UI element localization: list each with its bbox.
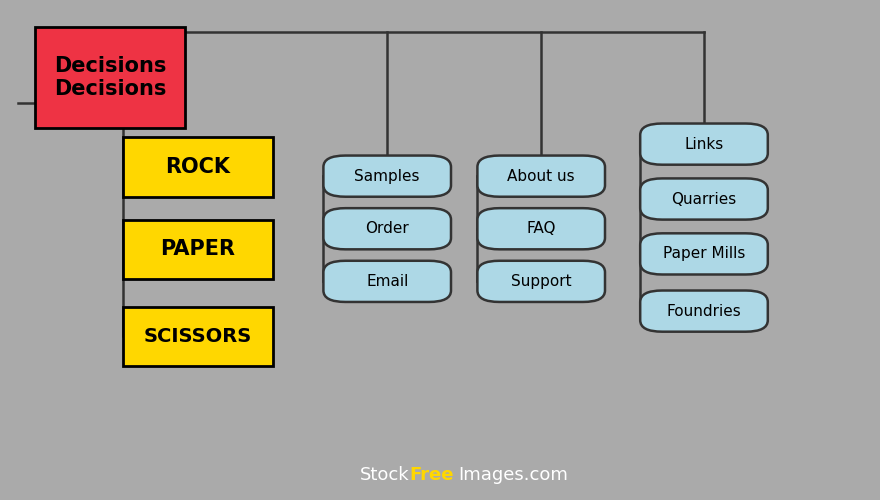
Text: About us: About us	[508, 168, 575, 184]
Text: PAPER: PAPER	[160, 240, 236, 260]
FancyBboxPatch shape	[123, 220, 273, 279]
Text: SCISSORS: SCISSORS	[143, 327, 253, 346]
FancyBboxPatch shape	[477, 156, 605, 196]
FancyBboxPatch shape	[477, 208, 605, 250]
Text: Support: Support	[511, 274, 571, 289]
Text: Images.com: Images.com	[458, 466, 568, 483]
Text: Quarries: Quarries	[671, 192, 737, 206]
Text: Links: Links	[685, 136, 723, 152]
FancyBboxPatch shape	[641, 178, 768, 220]
Text: Stock: Stock	[360, 466, 409, 483]
FancyBboxPatch shape	[641, 124, 768, 164]
Text: Decisions
Decisions: Decisions Decisions	[54, 56, 166, 100]
Text: Samples: Samples	[355, 168, 420, 184]
FancyBboxPatch shape	[641, 290, 768, 332]
Text: ROCK: ROCK	[165, 157, 231, 177]
FancyBboxPatch shape	[123, 137, 273, 196]
Text: ID 02n5uqbx7d: ID 02n5uqbx7d	[392, 486, 488, 499]
FancyBboxPatch shape	[123, 306, 273, 366]
FancyBboxPatch shape	[324, 261, 451, 302]
FancyBboxPatch shape	[477, 261, 605, 302]
FancyBboxPatch shape	[35, 28, 185, 128]
Text: Email: Email	[366, 274, 408, 289]
Text: Foundries: Foundries	[667, 304, 741, 318]
FancyBboxPatch shape	[324, 156, 451, 196]
Text: Free: Free	[409, 466, 454, 483]
Text: FAQ: FAQ	[526, 221, 556, 236]
FancyBboxPatch shape	[641, 234, 768, 274]
Text: Paper Mills: Paper Mills	[663, 246, 745, 262]
FancyBboxPatch shape	[324, 208, 451, 250]
Text: Order: Order	[365, 221, 409, 236]
